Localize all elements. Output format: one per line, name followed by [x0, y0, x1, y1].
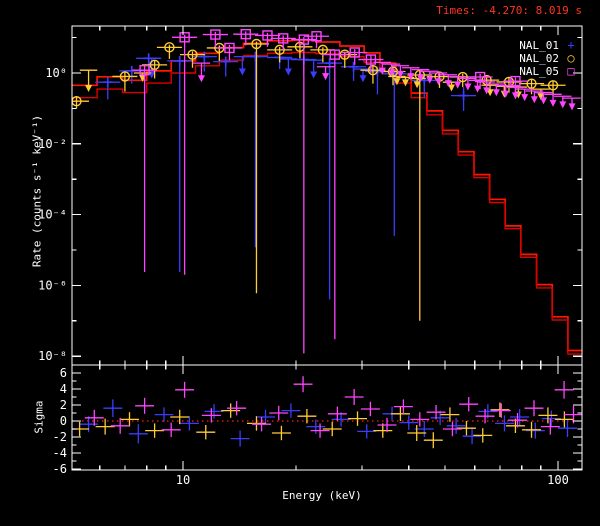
legend-item-nal_05: NAL_05 □ — [519, 64, 579, 79]
svg-text:-4: -4 — [53, 446, 67, 460]
legend-square-icon: □ — [567, 64, 575, 78]
svg-text:2: 2 — [60, 398, 67, 412]
svg-text:4: 4 — [60, 382, 67, 396]
model-curve-2 — [72, 51, 582, 355]
legend-item-nal_01: NAL_01 + — [519, 38, 579, 53]
legend-item-nal_02: NAL_02 ○ — [519, 51, 579, 66]
legend-label: NAL_02 — [519, 52, 559, 65]
residuals-nal-05 — [84, 376, 582, 438]
residuals-nal-01 — [79, 399, 577, 447]
svg-text:-6: -6 — [53, 462, 67, 476]
svg-text:10⁻⁸: 10⁻⁸ — [38, 349, 67, 363]
svg-text:10: 10 — [176, 473, 190, 487]
svg-text:100: 100 — [547, 473, 569, 487]
svg-text:10⁰: 10⁰ — [45, 66, 67, 80]
rate-axis-label: Rate (counts s⁻¹ keV⁻¹) — [30, 114, 44, 268]
sigma-axis-label: Sigma — [32, 400, 46, 434]
svg-text:-2: -2 — [53, 430, 67, 444]
axes-frame — [71, 25, 583, 471]
legend-plus-icon: + — [567, 38, 575, 52]
svg-text:10⁻⁶: 10⁻⁶ — [38, 278, 67, 292]
series-nal-01 — [95, 51, 477, 300]
svg-text:6: 6 — [60, 366, 67, 380]
legend-circle-icon: ○ — [567, 51, 575, 65]
plot-title: Times: -4.270: 8.019 s — [436, 4, 582, 17]
svg-text:10⁻²: 10⁻² — [38, 137, 67, 151]
legend-label: NAL_01 — [519, 39, 559, 52]
energy-axis-label: Energy (keV) — [282, 489, 362, 502]
svg-text:10⁻⁴: 10⁻⁴ — [38, 208, 67, 222]
residuals-nal-02 — [72, 402, 574, 449]
tick-labels: 10 100 10⁰ 10⁻² 10⁻⁴ 10⁻⁶ 10⁻⁸ 6 4 2 0 -2 -4 -6 — [38, 66, 569, 487]
legend: NAL_01 + NAL_02 ○ NAL_05 □ — [519, 38, 579, 79]
svg-text:0: 0 — [60, 414, 67, 428]
legend-label: NAL_05 — [519, 65, 559, 78]
series-nal-05 — [132, 28, 581, 354]
